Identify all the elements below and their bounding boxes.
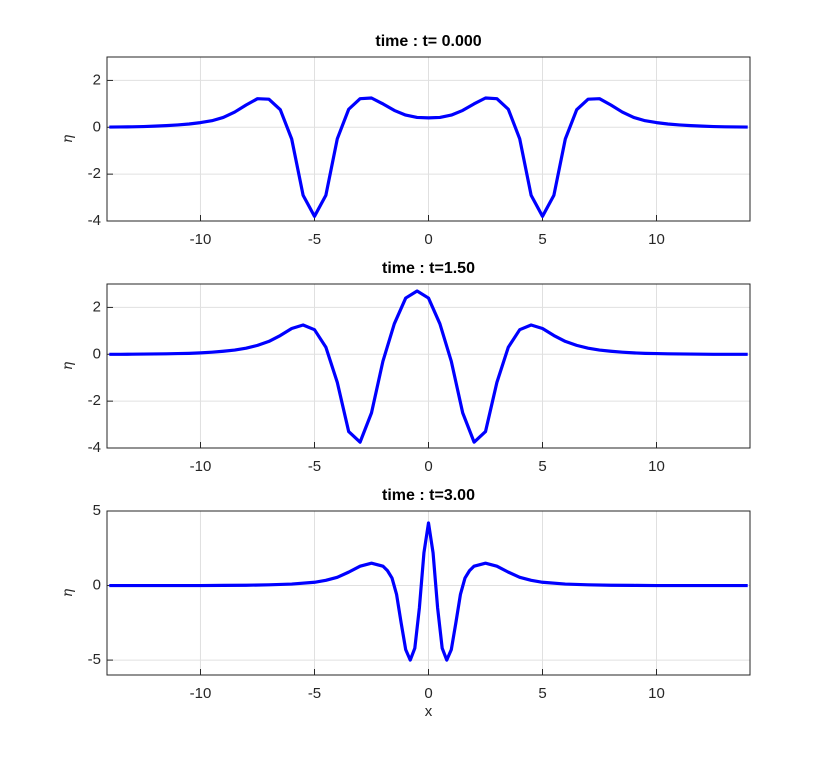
- x-tick-label: 10: [648, 685, 665, 702]
- x-tick-label: -5: [308, 458, 321, 475]
- x-tick-label: 0: [424, 231, 432, 248]
- y-axis-label: η: [60, 588, 76, 597]
- y-tick-label: -4: [88, 439, 101, 456]
- x-tick-label: 5: [538, 458, 546, 475]
- x-tick-label: -10: [190, 231, 212, 248]
- y-tick-label: 2: [93, 298, 101, 315]
- y-tick-label: 0: [93, 577, 101, 594]
- y-tick-label: 0: [93, 345, 101, 362]
- y-tick-label: -2: [88, 392, 101, 409]
- x-tick-label: -5: [308, 685, 321, 702]
- x-axis-label: x: [425, 703, 433, 720]
- y-tick-label: 5: [93, 502, 101, 519]
- chart-title: time : t=1.50: [382, 260, 475, 277]
- data-line: [109, 521, 748, 662]
- x-tick-label: -10: [190, 458, 212, 475]
- x-tick-label: 5: [538, 685, 546, 702]
- chart-title: time : t=3.00: [382, 487, 475, 504]
- data-line: [109, 289, 748, 444]
- axes-box: [106, 56, 751, 222]
- y-tick-label: -2: [88, 165, 101, 182]
- x-tick-label: 10: [648, 458, 665, 475]
- axes-box: [106, 283, 751, 449]
- x-tick-label: 10: [648, 231, 665, 248]
- y-axis-label: η: [60, 361, 76, 370]
- axes-box: [106, 510, 751, 676]
- x-tick-label: 5: [538, 231, 546, 248]
- y-tick-label: -5: [88, 651, 101, 668]
- y-tick-label: 2: [93, 71, 101, 88]
- x-tick-label: -10: [190, 685, 212, 702]
- y-axis-label: η: [60, 134, 76, 143]
- x-tick-label: -5: [308, 231, 321, 248]
- x-tick-label: 0: [424, 685, 432, 702]
- chart-title: time : t= 0.000: [375, 33, 481, 50]
- y-tick-label: 0: [93, 118, 101, 135]
- y-tick-label: -4: [88, 212, 101, 229]
- x-tick-label: 0: [424, 458, 432, 475]
- data-line: [109, 96, 748, 218]
